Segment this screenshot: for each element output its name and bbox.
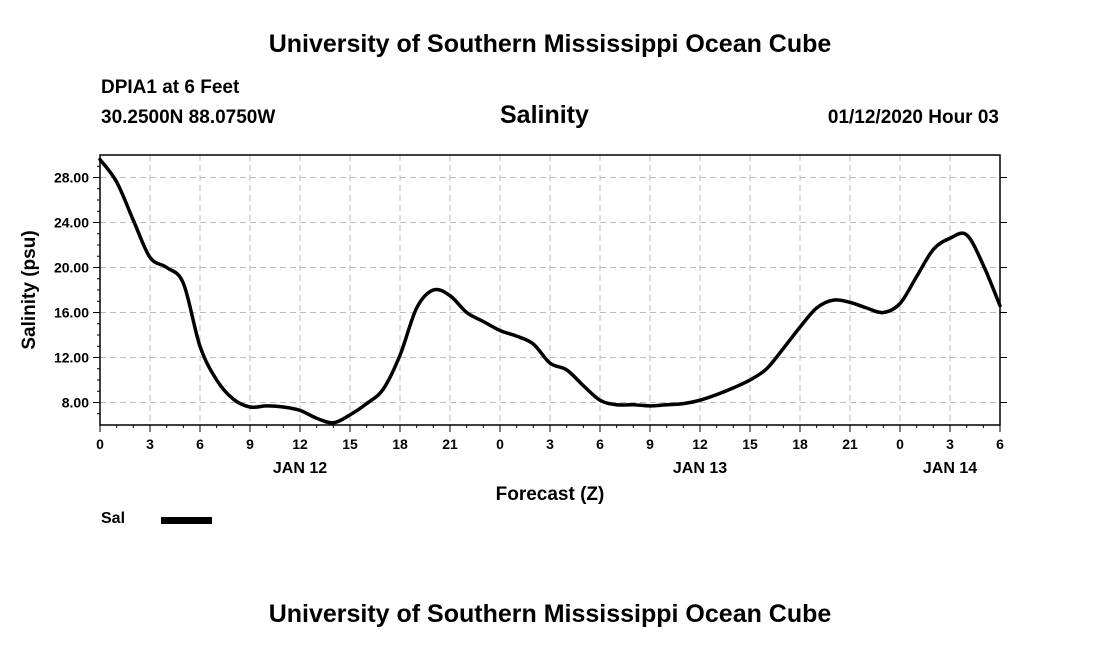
- x-tick-label: 6: [996, 436, 1004, 452]
- x-tick-label: 15: [342, 436, 358, 452]
- forecast-datetime: 01/12/2020 Hour 03: [827, 107, 999, 128]
- axis-labels: Salinity (psu) Forecast (Z) 8.00 12.00 16.…: [19, 170, 1004, 506]
- x-tick-label: 12: [292, 436, 308, 452]
- x-tick-label: 9: [246, 436, 254, 452]
- date-label: JAN 13: [673, 460, 727, 477]
- axes: [93, 154, 1007, 432]
- x-tick-label: 18: [792, 436, 808, 452]
- x-tick-label: 12: [692, 436, 708, 452]
- x-tick-label: 15: [742, 436, 758, 452]
- y-tick-label: 20.00: [54, 260, 89, 276]
- series-layer: [98, 157, 1002, 425]
- x-tick-label: 21: [842, 436, 858, 452]
- station-coordinates: 30.2500N 88.0750W: [101, 107, 276, 128]
- x-axis-label: Forecast (Z): [496, 484, 605, 505]
- date-label: JAN 12: [273, 460, 327, 477]
- grid-lines: [100, 155, 1000, 425]
- station-name: DPIA1 at 6 Feet: [101, 77, 240, 98]
- x-tick-label: 6: [596, 436, 604, 452]
- legend-label: Sal: [101, 510, 126, 527]
- legend-swatch: [161, 517, 212, 524]
- org-title-bottom: University of Southern Mississippi Ocean…: [268, 600, 832, 628]
- y-tick-label: 24.00: [54, 215, 89, 231]
- x-tick-label: 0: [896, 436, 904, 452]
- x-tick-label: 0: [96, 436, 104, 452]
- x-tick-label: 21: [442, 436, 458, 452]
- org-title-top: University of Southern Mississippi Ocean…: [268, 30, 832, 58]
- y-axis-label: Salinity (psu): [19, 230, 40, 349]
- y-tick-label: 8.00: [62, 395, 89, 411]
- x-tick-label: 3: [146, 436, 154, 452]
- x-tick-label: 6: [196, 436, 204, 452]
- x-tick-label: 3: [946, 436, 954, 452]
- y-tick-label: 16.00: [54, 305, 89, 321]
- y-tick-label: 12.00: [54, 350, 89, 366]
- x-tick-label: 3: [546, 436, 554, 452]
- y-tick-label: 28.00: [54, 170, 89, 186]
- date-label: JAN 14: [923, 460, 977, 477]
- x-tick-label: 18: [392, 436, 408, 452]
- chart-title: Salinity: [500, 101, 589, 129]
- x-tick-label: 0: [496, 436, 504, 452]
- x-tick-label: 9: [646, 436, 654, 452]
